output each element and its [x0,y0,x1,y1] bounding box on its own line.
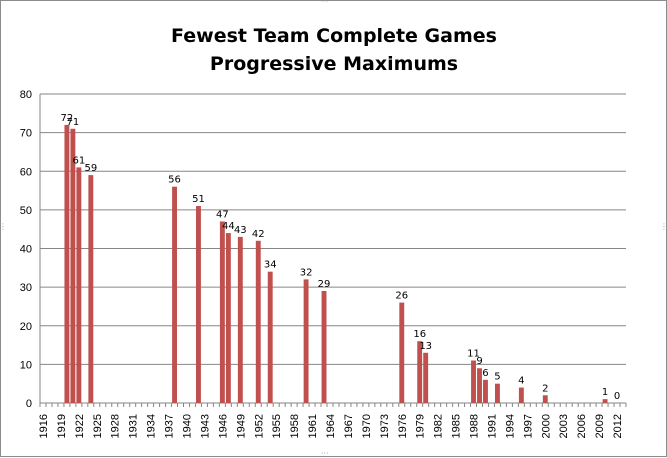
x-tick-label: 1916 [38,414,50,438]
x-tick-label: 1970 [361,414,373,438]
x-tick-label: 1973 [379,414,391,438]
bar [255,240,261,403]
data-label: 5 [494,372,500,383]
data-label: 34 [264,260,277,271]
data-label: 42 [252,229,265,240]
x-tick-label: 1967 [343,414,355,438]
bar [225,233,231,403]
x-tick-label: 2003 [558,414,570,438]
x-tick-label: 2009 [594,414,606,438]
data-label: 32 [300,267,313,278]
bar [494,383,500,403]
y-tick-label: 80 [20,89,32,101]
bar [172,186,177,403]
bar [219,221,225,403]
x-tick-label: 1997 [522,414,534,438]
x-tick-label: 1937 [164,414,176,438]
bar [483,379,488,403]
data-label: 61 [73,155,86,166]
x-tick-label: 1919 [56,414,68,438]
data-label: 16 [413,329,426,340]
x-tick-label: 1949 [235,414,247,438]
x-tick-label: 1952 [253,414,265,438]
bar [417,341,423,403]
x-tick-label: 1961 [307,414,319,438]
bar [471,360,476,403]
x-tick-label: 2012 [612,414,624,438]
x-tick-label: 1946 [217,414,229,438]
resize-handle-bottom[interactable]: ··· [321,449,329,458]
data-label: 13 [419,341,432,352]
data-label: 11 [467,349,480,360]
y-tick-label: 60 [20,166,32,178]
data-label: 0 [614,391,620,402]
data-label: 9 [476,356,482,367]
bar [267,271,273,403]
x-tick-label: 1955 [271,414,283,438]
data-label: 72 [61,113,74,124]
data-label: 1 [602,387,608,398]
bar [399,302,405,403]
data-label: 2 [542,383,548,394]
x-tick-label: 1976 [397,414,409,438]
y-tick-label: 10 [20,359,32,371]
bar [70,128,76,403]
x-tick-label: 1985 [451,414,463,438]
bar [321,290,327,403]
y-tick-label: 20 [20,321,32,333]
x-tick-label: 1934 [146,414,158,438]
y-tick-label: 70 [20,128,32,140]
y-tick-label: 0 [26,398,32,410]
y-tick-label: 30 [20,282,32,294]
resize-handle-left[interactable]: ⋮ [0,222,7,231]
bar [88,175,94,403]
x-tick-label: 2000 [540,414,552,438]
x-tick-label: 1964 [325,414,337,438]
data-label: 26 [395,291,408,302]
x-tick-label: 1991 [486,414,498,438]
x-tick-label: 1931 [128,414,140,438]
data-label: 51 [192,194,205,205]
bar [303,279,309,403]
data-label: 29 [318,279,331,290]
data-label: 56 [168,175,181,186]
x-tick-label: 1994 [504,414,516,438]
data-label: 44 [222,221,235,232]
y-tick-label: 40 [20,244,32,256]
x-tick-label: 1982 [433,414,445,438]
x-tick-label: 1958 [289,414,301,438]
data-label: 4 [518,376,524,387]
bar [602,399,608,403]
x-tick-label: 1925 [92,414,104,438]
data-label: 6 [482,368,488,379]
bar [196,206,201,403]
x-tick-label: 2006 [576,414,588,438]
chart-title-line-2: Progressive Maximums [210,53,458,75]
chart-title-line-1: Fewest Team Complete Games [171,25,497,47]
data-label: 59 [84,163,97,174]
bar [518,387,524,403]
data-label: 71 [67,117,80,128]
resize-handle-top[interactable]: ··· [321,0,329,6]
bar [64,124,70,404]
bar [477,368,482,403]
data-label: 47 [216,209,229,220]
bar [542,395,548,403]
x-tick-label: 1922 [74,414,86,438]
x-tick-label: 1940 [182,414,194,438]
bar [237,236,243,403]
data-label: 43 [234,225,247,236]
bar [76,167,82,403]
y-tick-label: 50 [20,205,32,217]
x-tick-label: 1979 [415,414,427,438]
x-tick-label: 1943 [199,414,211,438]
x-tick-label: 1988 [469,414,481,438]
bar [423,352,429,403]
x-tick-label: 1928 [110,414,122,438]
resize-handle-right[interactable]: ⋮ [660,222,667,231]
